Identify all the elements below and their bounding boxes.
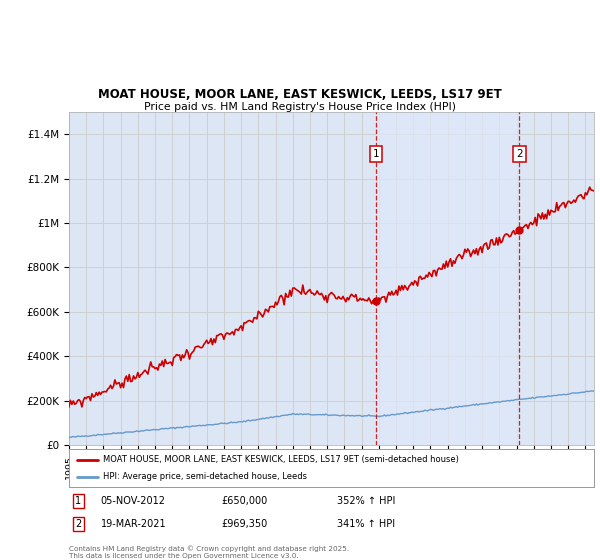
Text: £969,350: £969,350 xyxy=(221,519,268,529)
Text: 1: 1 xyxy=(373,148,379,158)
Text: 05-NOV-2012: 05-NOV-2012 xyxy=(101,496,166,506)
Bar xyxy=(376,112,520,445)
Text: HPI: Average price, semi-detached house, Leeds: HPI: Average price, semi-detached house,… xyxy=(103,472,307,481)
Text: 352% ↑ HPI: 352% ↑ HPI xyxy=(337,496,395,506)
Text: MOAT HOUSE, MOOR LANE, EAST KESWICK, LEEDS, LS17 9ET: MOAT HOUSE, MOOR LANE, EAST KESWICK, LEE… xyxy=(98,88,502,101)
Text: 2: 2 xyxy=(76,519,82,529)
Text: Price paid vs. HM Land Registry's House Price Index (HPI): Price paid vs. HM Land Registry's House … xyxy=(144,102,456,112)
Text: MOAT HOUSE, MOOR LANE, EAST KESWICK, LEEDS, LS17 9ET (semi-detached house): MOAT HOUSE, MOOR LANE, EAST KESWICK, LEE… xyxy=(103,455,459,464)
Text: 19-MAR-2021: 19-MAR-2021 xyxy=(101,519,166,529)
Text: £650,000: £650,000 xyxy=(221,496,268,506)
Text: Contains HM Land Registry data © Crown copyright and database right 2025.
This d: Contains HM Land Registry data © Crown c… xyxy=(69,545,349,559)
Text: 1: 1 xyxy=(76,496,82,506)
Text: 341% ↑ HPI: 341% ↑ HPI xyxy=(337,519,395,529)
Text: 2: 2 xyxy=(516,148,523,158)
